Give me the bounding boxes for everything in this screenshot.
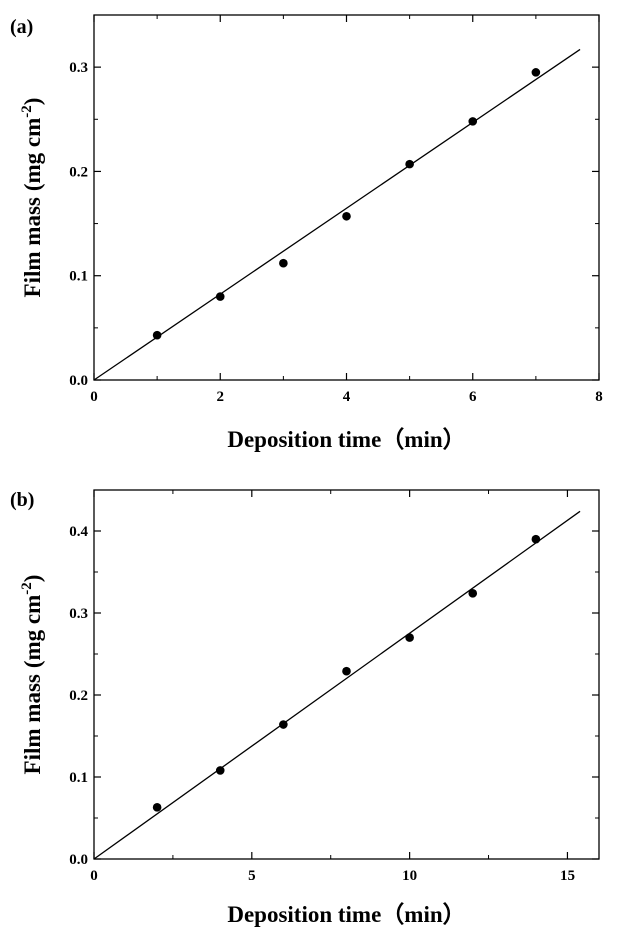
- y-tick-label: 0.3: [69, 60, 88, 76]
- data-point: [531, 534, 541, 544]
- data-point: [342, 211, 351, 221]
- x-tick-label: 15: [560, 868, 575, 884]
- y-axis-title: Film mass (mg cm-2): [19, 575, 45, 775]
- data-point: [152, 803, 162, 812]
- x-tick-label: 8: [595, 389, 603, 405]
- data-point: [279, 720, 288, 729]
- y-axis-title-unit: (mg cm: [20, 118, 45, 191]
- x-tick-label: 10: [402, 868, 417, 884]
- fit-line: [93, 510, 581, 860]
- data-point: [405, 159, 414, 169]
- y-axis-title-close: ): [20, 575, 45, 583]
- data-point: [468, 117, 478, 126]
- plot-frame: [93, 14, 600, 381]
- x-axis-title: Deposition time（min）: [227, 426, 465, 452]
- y-axis-title: Film mass (mg cm-2): [19, 98, 45, 298]
- y-tick-label: 0.1: [69, 269, 88, 285]
- x-tick-label: 0: [90, 868, 98, 884]
- fit-line: [93, 48, 581, 381]
- x-tick-label: 5: [248, 868, 256, 884]
- y-tick-label: 0.2: [69, 688, 88, 704]
- data-point: [468, 589, 478, 598]
- data-point: [531, 68, 541, 77]
- x-tick-label: 0: [90, 389, 98, 405]
- x-axis-title: Deposition time（min）: [227, 901, 465, 927]
- y-axis-title-exponent: -2: [19, 105, 35, 118]
- data-point: [405, 633, 414, 642]
- data-point: [152, 330, 162, 340]
- y-tick-label: 0.2: [69, 164, 88, 180]
- panel-label: (a): [10, 16, 33, 38]
- data-point: [342, 666, 351, 676]
- y-tick-label: 0.0: [69, 373, 88, 389]
- chart-panel-b: (b) 0 5 10 15 0.0 0.1 0.2 0.3 0.4 Deposition time（…: [10, 489, 600, 927]
- y-tick-label: 0.0: [69, 852, 88, 868]
- y-axis-title-exponent: -2: [19, 582, 35, 595]
- y-tick-label: 0.1: [69, 770, 88, 786]
- data-point: [215, 292, 225, 301]
- y-tick-label: 0.3: [69, 606, 88, 622]
- y-axis-title-main: Film mass: [20, 674, 45, 774]
- y-axis-title-main: Film mass: [20, 197, 45, 297]
- plot-frame: [93, 489, 600, 860]
- data-point: [215, 766, 225, 775]
- data-point: [279, 258, 288, 268]
- x-tick-label: 6: [469, 389, 477, 405]
- x-tick-label: 4: [343, 389, 351, 405]
- y-tick-label: 0.4: [69, 524, 88, 540]
- chart-panel-a: (a) 0 2 4 6 8 0.0 0.1 0.2 0.3 Deposition time（min）…: [10, 14, 603, 452]
- x-tick-label: 2: [217, 389, 225, 405]
- y-axis-title-unit: (mg cm: [20, 595, 45, 668]
- panel-label: (b): [10, 489, 34, 511]
- y-axis-title-close: ): [20, 98, 45, 106]
